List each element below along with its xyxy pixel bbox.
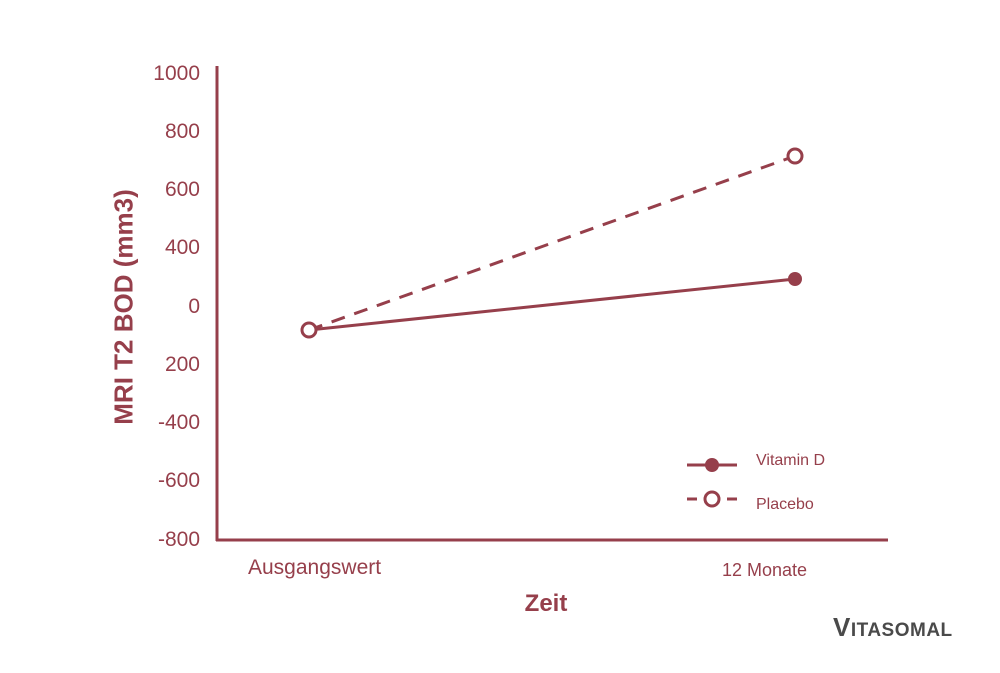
x-tick-baseline: Ausgangswert xyxy=(248,556,382,579)
y-tick: 600 xyxy=(164,178,200,201)
y-tick: 1000 xyxy=(153,62,200,85)
logo-rest: ITASOMAL xyxy=(850,620,953,641)
axes xyxy=(215,66,888,542)
x-axis-label: Zeit xyxy=(524,590,568,617)
baseline-point xyxy=(300,321,318,339)
x-tick-12-months: 12 Monate xyxy=(722,560,808,580)
y-tick: 800 xyxy=(164,120,200,143)
y-tick: -600 xyxy=(157,469,200,492)
y-tick: 400 xyxy=(164,236,200,259)
legend-label-vitamin-d: Vitamin D xyxy=(756,452,826,469)
series-vitamin-d xyxy=(308,272,802,332)
y-tick: 0 xyxy=(188,295,200,318)
brand-logo: VITASOMAL xyxy=(833,612,953,643)
series-placebo xyxy=(308,147,804,332)
y-tick: -800 xyxy=(157,528,200,551)
y-tick: 200 xyxy=(164,353,200,376)
logo-initial: V xyxy=(833,612,851,642)
legend-markers xyxy=(687,458,737,508)
y-tick: -400 xyxy=(157,411,200,434)
legend-label-placebo: Placebo xyxy=(756,496,814,513)
